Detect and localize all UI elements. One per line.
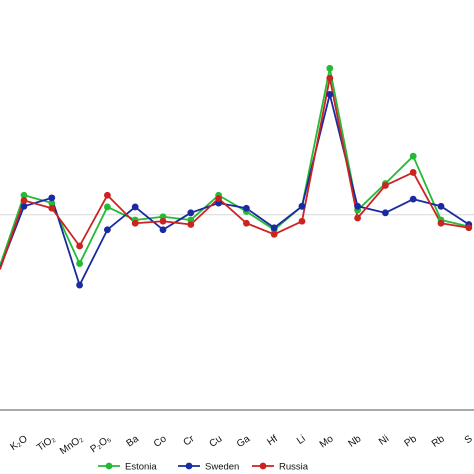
x-tick-label-2: MnO₂ <box>58 433 85 457</box>
data-point-russia-2 <box>76 242 83 250</box>
x-tick-label-15: Rb <box>430 433 447 450</box>
data-point-sweden-9 <box>270 224 278 232</box>
data-point-sweden-4 <box>131 203 139 211</box>
data-point-russia-3 <box>104 191 111 199</box>
data-point-sweden-8 <box>243 204 250 212</box>
x-tick-label-11: Mo <box>318 433 336 450</box>
x-tick-label-5: Co <box>152 433 169 450</box>
series-line-russia <box>0 77 469 270</box>
data-point-sweden-5 <box>159 226 167 234</box>
series-line-sweden <box>0 93 470 286</box>
legend-label-sweden: Sweden <box>205 462 239 473</box>
legend-label-russia: Russia <box>279 462 309 473</box>
data-point-russia-4 <box>131 219 139 227</box>
data-point-estonia-3 <box>104 203 111 211</box>
legend-swatch-marker-russia <box>259 462 267 470</box>
data-point-estonia-2 <box>76 260 83 267</box>
data-point-russia-15 <box>437 219 445 227</box>
x-tick-label-7: Cu <box>208 433 225 449</box>
x-tick-label-4: Ba <box>125 433 142 449</box>
legend-swatch-marker-sweden <box>185 462 193 470</box>
data-point-russia-0 <box>20 197 28 204</box>
x-tick-label-6: Cr <box>182 433 198 448</box>
data-point-russia-7 <box>215 195 223 202</box>
data-point-sweden-14 <box>409 195 417 203</box>
legend: Estonia Sweden Russia <box>98 462 309 473</box>
data-point-sweden-11 <box>326 90 334 98</box>
legend-item-sweden: Sweden <box>178 462 239 473</box>
data-point-sweden-6 <box>187 209 195 217</box>
x-tick-label-10: Li <box>295 433 308 446</box>
x-tick-label-13: Ni <box>377 433 391 447</box>
data-point-sweden-10 <box>298 202 306 210</box>
data-point-sweden-15 <box>437 202 445 210</box>
x-tick-label-0: K₂O <box>8 433 30 453</box>
legend-item-russia: Russia <box>252 462 309 473</box>
data-point-estonia-0 <box>20 191 28 199</box>
series-layer <box>0 64 473 289</box>
data-point-sweden-0 <box>20 202 28 210</box>
data-point-russia-13 <box>382 182 389 189</box>
data-point-sweden-2 <box>76 281 83 289</box>
data-point-sweden-3 <box>104 226 111 234</box>
x-tick-label-8: Ga <box>235 433 253 450</box>
data-point-sweden-12 <box>354 202 361 210</box>
x-tick-labels: K₂O TiO₂ MnO₂ P₂O₅ Ba Co Cr Cu Ga Hf Li Mo Nb Ni Pb Rb S <box>8 433 474 457</box>
series-line-estonia <box>0 67 470 266</box>
data-point-sweden-1 <box>48 194 56 202</box>
x-tick-label-14: Pb <box>403 433 420 449</box>
x-tick-label-1: TiO₂ <box>35 433 57 453</box>
data-point-russia-8 <box>243 219 250 227</box>
x-tick-label-9: Hf <box>265 433 280 448</box>
data-point-estonia-11 <box>326 64 334 72</box>
data-point-russia-6 <box>187 221 195 228</box>
data-point-russia-12 <box>354 214 361 222</box>
data-point-estonia-14 <box>409 152 417 160</box>
data-point-estonia-1 <box>48 199 56 207</box>
data-point-russia-16 <box>465 224 473 232</box>
data-point-russia-9 <box>270 230 278 238</box>
x-tick-label-16: S <box>463 433 474 446</box>
data-point-russia-10 <box>298 217 306 225</box>
data-point-russia-14 <box>409 169 417 176</box>
data-point-russia-11 <box>326 74 334 82</box>
data-point-russia-1 <box>48 204 56 212</box>
legend-item-estonia: Estonia <box>98 462 157 473</box>
data-point-sweden-13 <box>382 209 389 217</box>
legend-label-estonia: Estonia <box>125 462 157 473</box>
x-tick-label-3: P₂O₅ <box>88 433 113 455</box>
x-tick-label-12: Nb <box>347 433 364 450</box>
legend-swatch-marker-estonia <box>105 462 113 470</box>
data-point-russia-5 <box>159 217 167 225</box>
